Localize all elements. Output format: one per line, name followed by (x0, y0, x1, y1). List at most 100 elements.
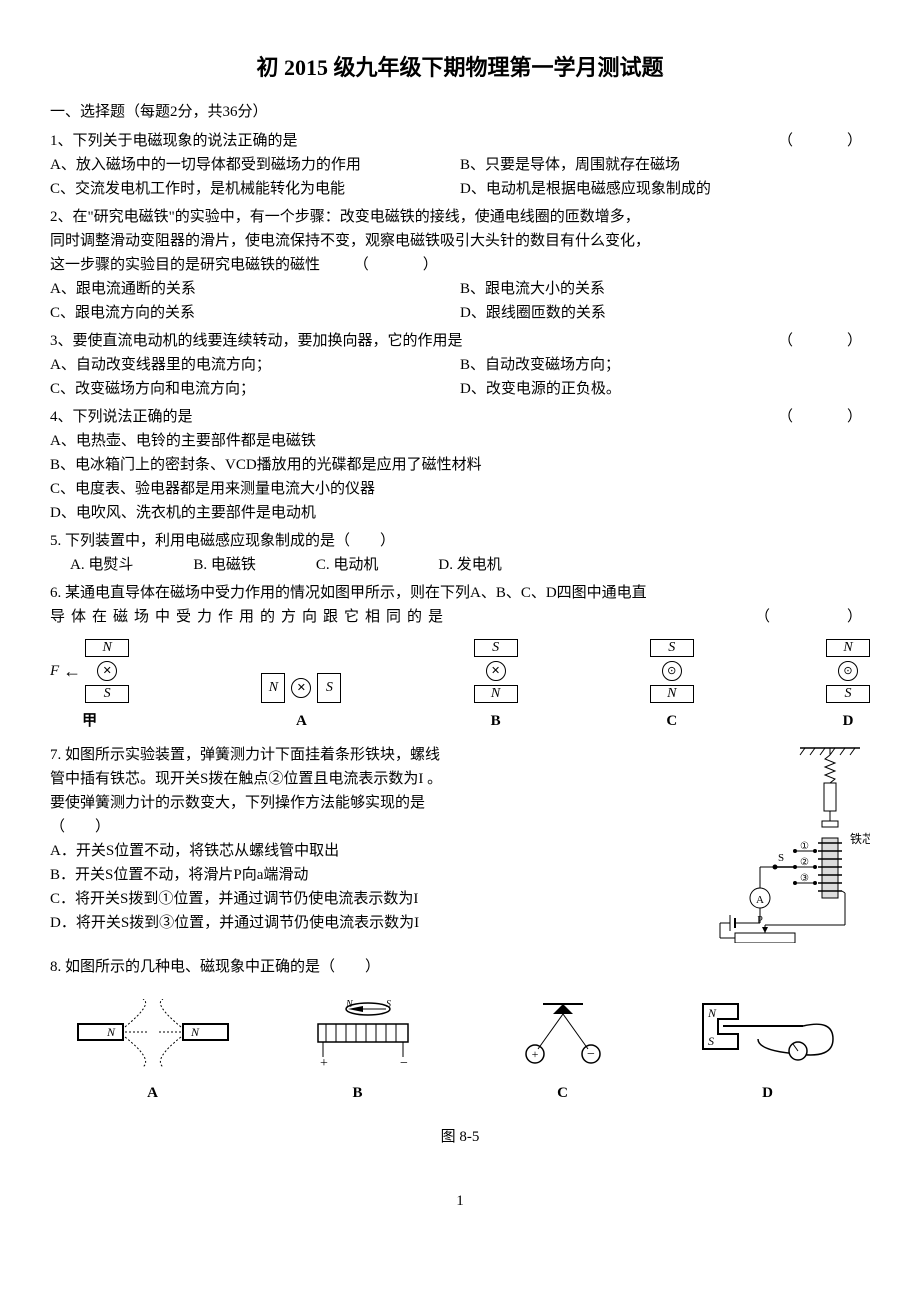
q6-label-jia: 甲 (50, 709, 129, 733)
q3-optC: C、改变磁场方向和电流方向； (50, 377, 460, 401)
q6-jia-bot: S (85, 685, 129, 703)
q2-options: A、跟电流通断的关系 B、跟电流大小的关系 C、跟电流方向的关系 D、跟线圈匝数… (50, 277, 870, 325)
q6-jia-top: N (85, 639, 129, 657)
svg-text:A: A (756, 894, 764, 906)
svg-text:S: S (778, 852, 784, 864)
svg-text:N: N (105, 1025, 115, 1039)
q6-C-top: S (650, 639, 694, 657)
q6-fig-jia: F ← N ✕ S 甲 (50, 639, 129, 733)
q5-optD: D. 发电机 (438, 553, 501, 577)
q6-B-top: S (474, 639, 518, 657)
q7-line3: 要使弹簧测力计的示数变大，下列操作方法能够实现的是 (50, 791, 680, 815)
svg-text:S: S (386, 999, 391, 1010)
q5-optA: A. 电熨斗 (70, 553, 133, 577)
q3-paren: （ ） (778, 329, 870, 353)
q8-fig-A: N N A (63, 999, 243, 1105)
q6-force-label: F (50, 659, 59, 683)
q4-paren: （ ） (778, 405, 870, 429)
q6-D-top: N (826, 639, 870, 657)
q4-stem: 4、下列说法正确的是 (50, 409, 193, 425)
q1: 1、下列关于电磁现象的说法正确的是 （ ） (50, 129, 870, 153)
q2-optD: D、跟线圈匝数的关系 (460, 301, 870, 325)
svg-text:N: N (707, 1006, 717, 1020)
svg-text:R: R (760, 942, 768, 943)
q1-optC: C、交流发电机工作时，是机械能转化为电能 (50, 177, 460, 201)
q1-options: A、放入磁场中的一切导体都受到磁场力的作用 B、只要是导体，周围就存在磁场 C、… (50, 153, 870, 201)
q6-label-C: C (650, 709, 694, 733)
q5-stem: 5. 下列装置中，利用电磁感应现象制成的是（ ） (50, 533, 395, 549)
q6-A-circ: ✕ (291, 678, 311, 698)
figure-caption: 图 8-5 (50, 1125, 870, 1149)
q4-optB: B、电冰箱门上的密封条、VCD播放用的光碟都是应用了磁性材料 (50, 453, 870, 477)
q8-label-A: A (63, 1081, 243, 1105)
q6-fig-C: S ⊙ N C (650, 639, 694, 733)
q6: 6. 某通电直导体在磁场中受力作用的情况如图甲所示，则在下列A、B、C、D四图中… (50, 581, 870, 629)
q3-optA: A、自动改变线器里的电流方向； (50, 353, 460, 377)
q7-circuit-diagram: A 铁芯 S ① ② ③ P a b R (700, 743, 870, 951)
q6-fig-B: S ✕ N B (474, 639, 518, 733)
q6-C-circ: ⊙ (662, 661, 682, 681)
q7-optD: D．将开关S拨到③位置，并通过调节仍使电流表示数为I (50, 911, 680, 935)
q8-diagrams: N N A N S (50, 989, 870, 1105)
svg-text:铁芯: 铁芯 (850, 832, 870, 846)
q3-optB: B、自动改变磁场方向； (460, 353, 870, 377)
svg-text:b: b (795, 942, 801, 943)
q3-optD: D、改变电源的正负极。 (460, 377, 870, 401)
q6-fig-D: N ⊙ S D (826, 639, 870, 733)
q1-stem: 1、下列关于电磁现象的说法正确的是 (50, 133, 298, 149)
q6-D-circ: ⊙ (838, 661, 858, 681)
q2-optC: C、跟电流方向的关系 (50, 301, 460, 325)
q8-label-B: B (268, 1081, 448, 1105)
q4-optC: C、电度表、验电器都是用来测量电流大小的仪器 (50, 477, 870, 501)
q5-optC: C. 电动机 (316, 553, 379, 577)
q7-optC: C．将开关S拨到①位置，并通过调节仍使电流表示数为I (50, 887, 680, 911)
q1-optD: D、电动机是根据电磁感应现象制成的 (460, 177, 870, 201)
q6-A-right: S (317, 673, 341, 703)
q6-diagrams: F ← N ✕ S 甲 N ✕ S A S ✕ N B S ⊙ N C N ⊙ (50, 639, 870, 733)
q3: 3、要使直流电动机的线要连续转动，要加换向器，它的作用是 （ ） (50, 329, 870, 353)
q8-fig-D: N S D (678, 989, 858, 1105)
svg-text:−: − (587, 1047, 595, 1062)
page-number: 1 (50, 1189, 870, 1213)
q6-label-B: B (474, 709, 518, 733)
q5: 5. 下列装置中，利用电磁感应现象制成的是（ ） (50, 529, 870, 553)
q8: 8. 如图所示的几种电、磁现象中正确的是（ ） (50, 955, 870, 979)
q3-options: A、自动改变线器里的电流方向； B、自动改变磁场方向； C、改变磁场方向和电流方… (50, 353, 870, 401)
svg-text:N: N (190, 1025, 200, 1039)
q2-stem-line2: 同时调整滑动变阻器的滑片，使电流保持不变，观察电磁铁吸引大头针的数目有什么变化， (50, 229, 870, 253)
q7-line1: 7. 如图所示实验装置，弹簧测力计下面挂着条形铁块，螺线 (50, 743, 680, 767)
q1-paren: （ ） (778, 129, 870, 153)
svg-text:①: ① (800, 841, 809, 852)
q8-label-C: C (473, 1081, 653, 1105)
section1-header: 一、选择题（每题2分，共36分） (50, 100, 870, 124)
svg-text:a: a (733, 942, 738, 943)
svg-text:N: N (345, 999, 354, 1010)
q6-paren: （ ） (755, 605, 870, 629)
svg-text:−: − (400, 1056, 408, 1069)
q7-line2: 管中插有铁芯。现开关S拨在触点②位置且电流表示数为I 。 (50, 767, 680, 791)
svg-text:②: ② (800, 857, 809, 868)
q6-B-circ: ✕ (486, 661, 506, 681)
q5-options: A. 电熨斗 B. 电磁铁 C. 电动机 D. 发电机 (70, 553, 870, 577)
page-title: 初 2015 级九年级下期物理第一学月测试题 (50, 50, 870, 85)
q8-stem: 8. 如图所示的几种电、磁现象中正确的是（ ） (50, 959, 380, 975)
q2-optB: B、跟电流大小的关系 (460, 277, 870, 301)
q6-C-bot: N (650, 685, 694, 703)
q6-D-bot: S (826, 685, 870, 703)
q7-paren: （ ） (50, 815, 680, 839)
svg-text:③: ③ (800, 873, 809, 884)
q3-stem: 3、要使直流电动机的线要连续转动，要加换向器，它的作用是 (50, 333, 463, 349)
q1-optB: B、只要是导体，周围就存在磁场 (460, 153, 870, 177)
q6-B-bot: N (474, 685, 518, 703)
q7-optA: A．开关S位置不动，将铁芯从螺线管中取出 (50, 839, 680, 863)
q4-options: A、电热壶、电铃的主要部件都是电磁铁 B、电冰箱门上的密封条、VCD播放用的光碟… (50, 429, 870, 525)
q2: 2、在"研究电磁铁"的实验中，有一个步骤：改变电磁铁的接线，使通电线圈的匝数增多… (50, 205, 870, 277)
q4-optA: A、电热壶、电铃的主要部件都是电磁铁 (50, 429, 870, 453)
svg-text:S: S (708, 1034, 714, 1048)
q5-optB: B. 电磁铁 (193, 553, 256, 577)
q6-A-left: N (261, 673, 285, 703)
svg-text:+: + (531, 1047, 538, 1061)
q6-jia-circ: ✕ (97, 661, 117, 681)
q4: 4、下列说法正确的是 （ ） (50, 405, 870, 429)
q8-fig-B: N S + − B (268, 999, 448, 1105)
